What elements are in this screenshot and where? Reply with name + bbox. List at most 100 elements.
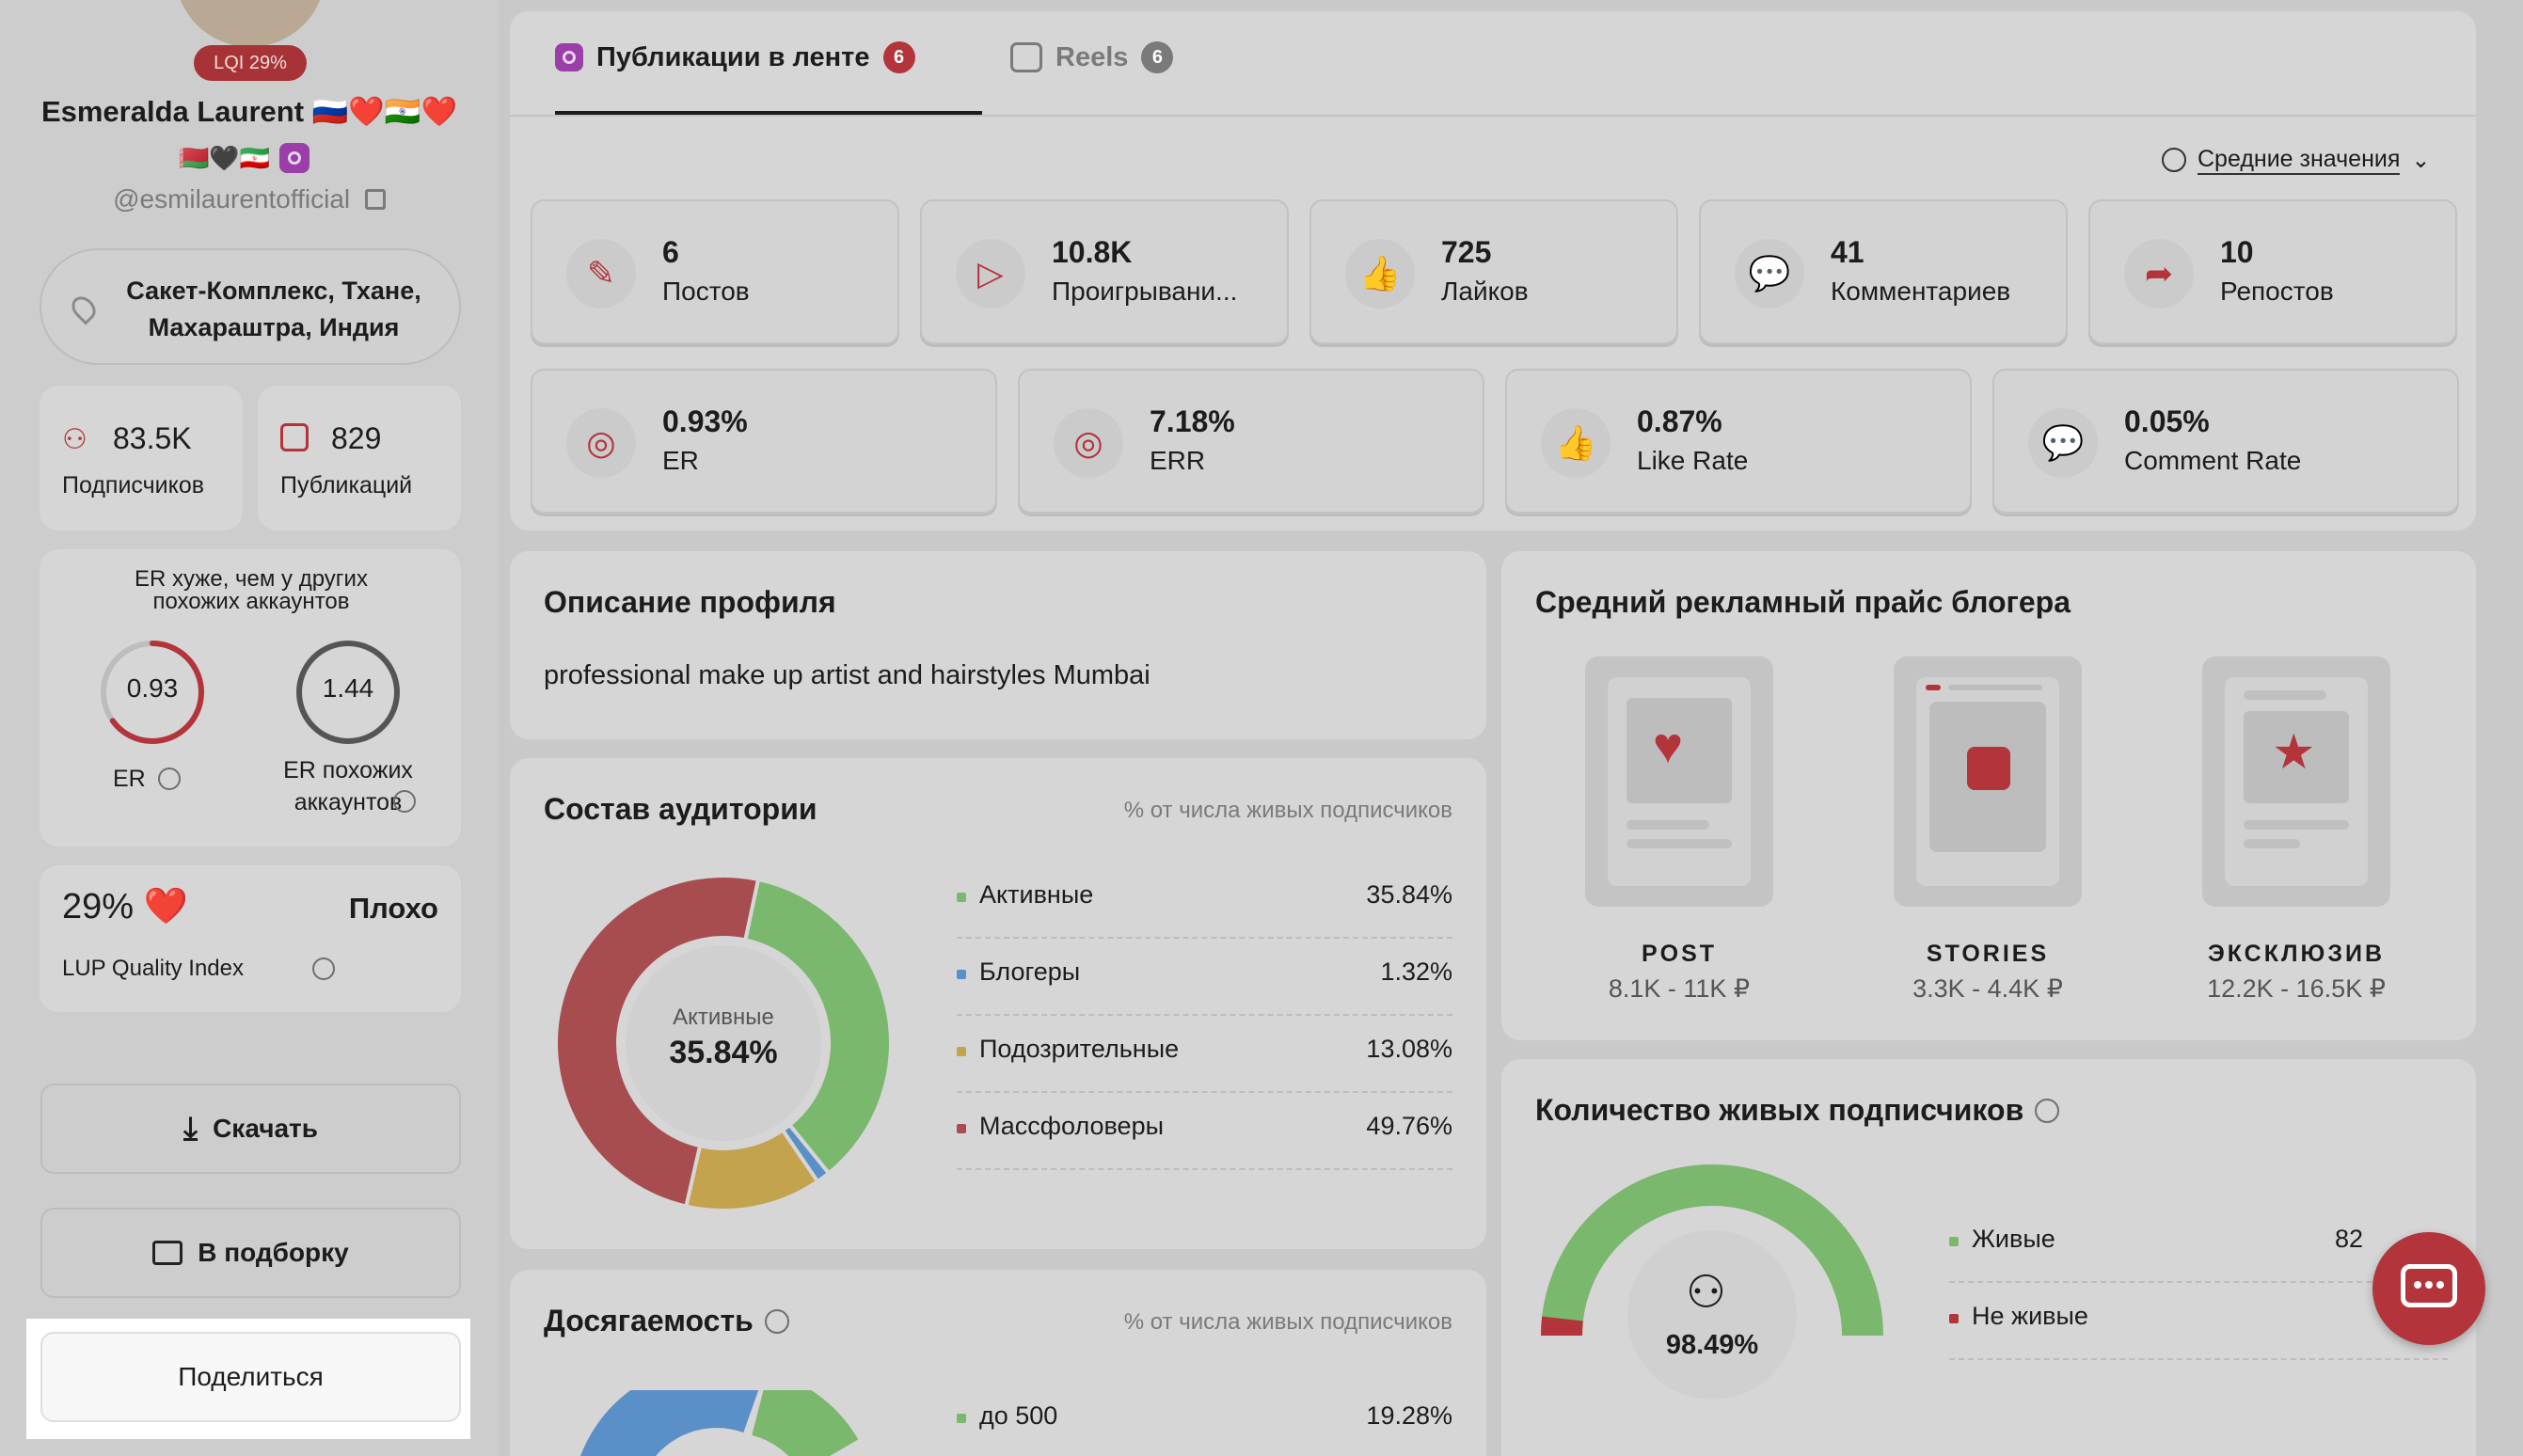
quality-verdict: Плохо bbox=[348, 892, 438, 925]
live-info-icon[interactable] bbox=[2035, 1098, 2060, 1123]
followers-value: 83.5K bbox=[113, 421, 192, 455]
play-icon: ▷ bbox=[956, 239, 1025, 309]
add-to-collection-button[interactable]: В подборку bbox=[40, 1208, 461, 1298]
metric-tile-1: ▷ 10.8K Проигрывани... bbox=[920, 199, 1289, 344]
lifebuoy-icon: ◎ bbox=[1054, 408, 1123, 478]
metric-label: Проигрывани... bbox=[1052, 277, 1238, 306]
rate-value: 0.87% bbox=[1637, 404, 1722, 438]
followers-label: Подписчиков bbox=[62, 472, 205, 499]
description-text: professional make up artist and hairstyl… bbox=[544, 660, 1150, 690]
tab-reels-label: Reels bbox=[1055, 41, 1129, 72]
metric-value: 10 bbox=[2220, 235, 2254, 269]
external-link-icon[interactable] bbox=[364, 189, 386, 210]
profile-name: Esmeralda Laurent 🇷🇺❤️🇮🇳❤️ bbox=[40, 95, 458, 128]
exclusive-price-illustration: ★ bbox=[2202, 657, 2390, 907]
posts-card: 829 Публикаций bbox=[258, 386, 461, 530]
reach-info-icon[interactable] bbox=[764, 1308, 789, 1334]
price-stories-label: STORIES bbox=[1926, 941, 2050, 967]
metric-tile-0: ✎ 6 Постов bbox=[531, 199, 899, 344]
er-similar-value: 1.44 bbox=[322, 673, 374, 703]
audience-center-value: 35.84% bbox=[669, 1035, 778, 1070]
flags-text: 🇧🇾🖤🇮🇷 bbox=[179, 143, 271, 172]
metric-label: Постов bbox=[662, 277, 750, 306]
audience-legend-row: Активные 35.84% bbox=[957, 862, 1452, 939]
location-box: Сакет-Комплекс, Тхане, Махараштра, Индия bbox=[40, 248, 461, 365]
user-check-icon: ⚇ bbox=[1686, 1268, 1727, 1318]
er-similar-info-icon[interactable] bbox=[393, 790, 416, 813]
audience-legend-row: Подозрительные 13.08% bbox=[957, 1016, 1452, 1093]
thumbs-up-icon: 👍 bbox=[1345, 239, 1415, 309]
rate-value: 7.18% bbox=[1150, 404, 1235, 438]
reach-legend-value: 19.28% bbox=[1366, 1401, 1452, 1430]
donut-slice-0[interactable] bbox=[742, 877, 893, 1177]
live-title-text: Количество живых подписчиков bbox=[1535, 1093, 2024, 1127]
tab-feed-posts[interactable]: Публикации в ленте 6 bbox=[555, 34, 915, 81]
audience-legend-row: Блогеры 1.32% bbox=[957, 939, 1452, 1016]
metric-label: Комментариев bbox=[1831, 277, 2011, 306]
edit-icon: ✎ bbox=[566, 239, 636, 309]
donut-hole bbox=[626, 945, 821, 1141]
quality-info-icon[interactable] bbox=[312, 957, 335, 980]
description-title: Описание профиля bbox=[544, 585, 836, 619]
handle-text[interactable]: @esmilaurentofficial bbox=[113, 184, 351, 214]
not-alive-dot bbox=[1949, 1314, 1959, 1323]
averages-dropdown[interactable]: Средние значения ⌄ bbox=[2162, 141, 2431, 179]
instagram-icon[interactable] bbox=[279, 143, 310, 173]
er-compare-card: ER хуже, чем у других похожих аккаунтов … bbox=[40, 549, 461, 847]
star-icon: ★ bbox=[2272, 725, 2316, 780]
lifebuoy-icon: ◎ bbox=[566, 408, 636, 478]
audience-legend-row: Массфоловеры 49.76% bbox=[957, 1093, 1452, 1170]
metric-value: 10.8K bbox=[1052, 235, 1133, 269]
tab-feed-count: 6 bbox=[882, 41, 915, 73]
live-legend-alive: Живые 82 bbox=[1949, 1206, 2448, 1283]
comment-icon: 💬 bbox=[2028, 408, 2098, 478]
metric-tile-4: ➦ 10 Репостов bbox=[2088, 199, 2457, 344]
legend-value: 1.32% bbox=[1380, 957, 1452, 986]
er-similar-label: ER похожих аккаунтов bbox=[283, 757, 413, 815]
er-value: 0.93 bbox=[126, 673, 179, 703]
folder-plus-icon bbox=[152, 1241, 183, 1265]
tab-reels[interactable]: Reels 6 bbox=[1010, 34, 1174, 81]
reach-donut-chart bbox=[580, 1390, 858, 1456]
live-gauge-green bbox=[1541, 1164, 1883, 1337]
share-button[interactable]: Поделиться bbox=[40, 1332, 461, 1422]
price-post-value: 8.1K - 11K ₽ bbox=[1608, 974, 1751, 1003]
reach-legend-dot bbox=[957, 1414, 966, 1423]
chat-button[interactable] bbox=[2372, 1232, 2485, 1345]
download-icon: ⤓ bbox=[183, 1110, 198, 1147]
lqi-badge: LQI 29% bbox=[194, 45, 307, 81]
info-icon bbox=[2162, 148, 2186, 172]
metric-value: 6 bbox=[662, 235, 679, 269]
er-similar-ring bbox=[296, 641, 400, 744]
reach-subtitle: % от числа живых подписчиков bbox=[1123, 1309, 1452, 1335]
users-icon: ⚇ bbox=[62, 424, 87, 455]
tabs-divider bbox=[510, 115, 2476, 117]
rate-tile-2: 👍 0.87% Like Rate bbox=[1505, 369, 1972, 514]
description-card: Описание профиля professional make up ar… bbox=[510, 551, 1486, 739]
instagram-tab-icon bbox=[555, 43, 583, 71]
quality-label: LUP Quality Index bbox=[62, 956, 244, 981]
rate-label: Like Rate bbox=[1637, 446, 1749, 475]
reach-title: Досягаемость bbox=[544, 1304, 789, 1338]
metric-label: Репостов bbox=[2220, 277, 2334, 306]
legend-label: Подозрительные bbox=[979, 1035, 1180, 1063]
metric-tile-2: 👍 725 Лайков bbox=[1309, 199, 1678, 344]
audience-donut-chart bbox=[554, 874, 893, 1212]
alive-label: Живые bbox=[1972, 1225, 2055, 1253]
metric-value: 41 bbox=[1831, 235, 1864, 269]
stories-price-illustration bbox=[1894, 657, 2082, 907]
alive-dot bbox=[1949, 1237, 1959, 1246]
download-label: Скачать bbox=[213, 1114, 318, 1143]
quality-card: 29% ❤️ Плохо LUP Quality Index bbox=[40, 865, 461, 1012]
location-text: Сакет-Комплекс, Тхане, Махараштра, Индия bbox=[126, 277, 421, 341]
donut-slice-3[interactable] bbox=[554, 874, 761, 1209]
audience-subtitle: % от числа живых подписчиков bbox=[1123, 798, 1452, 823]
er-label: ER bbox=[113, 766, 146, 792]
followers-card: ⚇ 83.5K Подписчиков bbox=[40, 386, 243, 530]
download-button[interactable]: ⤓ Скачать bbox=[40, 1084, 461, 1174]
profile-handle[interactable]: @esmilaurentofficial bbox=[38, 184, 461, 214]
er-info-icon[interactable] bbox=[158, 768, 181, 790]
legend-label: Массфоловеры bbox=[979, 1112, 1165, 1140]
audience-title: Состав аудитории bbox=[544, 792, 817, 826]
chat-icon bbox=[2401, 1264, 2457, 1307]
